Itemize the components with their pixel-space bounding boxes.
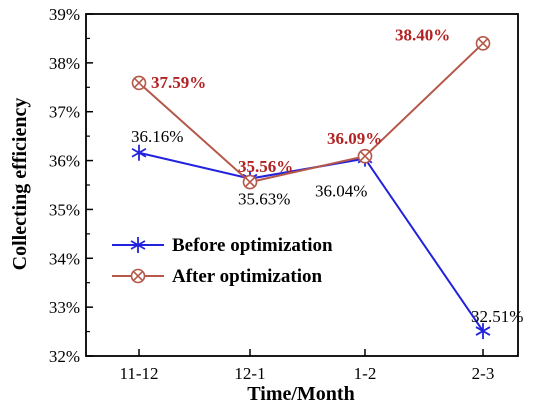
- x-tick-label: 1-2: [354, 364, 377, 383]
- legend-label-before: Before optimization: [172, 235, 333, 256]
- crossed-circle-icon: [357, 148, 373, 164]
- series-layer: [131, 36, 491, 340]
- data-labels: 36.16% 35.63% 36.04% 32.51% 37.59% 35.56% 36.0…: [131, 25, 523, 326]
- y-tick-label: 32%: [49, 347, 80, 366]
- data-label-after: 35.56%: [238, 157, 293, 176]
- y-tick-label: 37%: [49, 103, 80, 122]
- plot-frame: [85, 13, 519, 357]
- plot-border: [85, 13, 519, 357]
- data-label-after: 38.40%: [395, 25, 450, 44]
- data-label-before: 36.16%: [131, 127, 183, 146]
- y-tick-label: 38%: [49, 54, 80, 73]
- data-label-before: 35.63%: [238, 190, 290, 209]
- data-label-after: 36.09%: [327, 129, 382, 148]
- y-tick-label: 33%: [49, 298, 80, 317]
- y-tick-label: 39%: [49, 5, 80, 24]
- legend-item-after: After optimization: [112, 266, 322, 287]
- y-tick-label: 35%: [49, 200, 80, 219]
- crossed-circle-icon: [242, 174, 258, 190]
- x-tick-label: 11-12: [119, 364, 158, 383]
- legend-label-after: After optimization: [172, 266, 322, 287]
- y-axis-title: Collecting efficiency: [9, 98, 31, 271]
- series-line-after: [138, 42, 484, 184]
- legend: Before optimization After optimization: [112, 235, 333, 287]
- data-label-before: 32.51%: [471, 307, 523, 326]
- x-axis-title: Time/Month: [247, 383, 354, 405]
- y-tick-label: 34%: [49, 249, 80, 268]
- y-tick-label: 36%: [49, 152, 80, 171]
- data-label-before: 36.04%: [315, 182, 367, 201]
- data-label-after: 37.59%: [151, 73, 206, 92]
- legend-item-before: Before optimization: [112, 235, 333, 256]
- asterisk-icon: [131, 144, 147, 161]
- asterisk-icon: [475, 323, 491, 340]
- crossed-circle-icon: [131, 75, 147, 91]
- crossed-circle-icon: [130, 268, 146, 284]
- x-tick-label: 2-3: [472, 364, 495, 383]
- x-tick-label: 12-1: [234, 364, 265, 383]
- asterisk-icon: [130, 237, 146, 253]
- x-axis: 11-12 12-1 1-2 2-3: [119, 349, 494, 383]
- crossed-circle-icon: [475, 36, 491, 51]
- y-axis: 32% 33% 34% 35% 36% 37% 38% 39%: [49, 5, 93, 366]
